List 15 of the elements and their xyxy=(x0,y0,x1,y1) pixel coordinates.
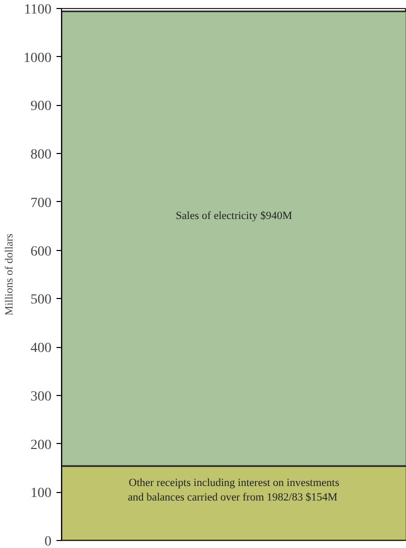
y-tick-label: 700 xyxy=(30,196,52,211)
y-tick-label: 500 xyxy=(30,292,52,308)
y-tick-label: 600 xyxy=(30,244,52,260)
annotation: Other receipts including interest on investments and balances carried over from 1982/83 $154M xyxy=(128,477,340,504)
y-tick-label: 900 xyxy=(30,99,52,114)
y-tick-label: 400 xyxy=(30,341,52,356)
y-tick-label: 100 xyxy=(30,486,52,502)
y-axis-title: Millions of dollars xyxy=(4,234,16,316)
y-tick-label: 200 xyxy=(30,438,52,453)
y-tick-label: 800 xyxy=(30,148,52,163)
annotation: Sales of electricity $940M xyxy=(176,210,292,222)
y-tick-label: 300 xyxy=(30,389,52,404)
y-tick-label: 1100 xyxy=(24,2,52,18)
y-tick-label: 1000 xyxy=(24,50,52,66)
y-tick-label: 0 xyxy=(44,534,52,548)
